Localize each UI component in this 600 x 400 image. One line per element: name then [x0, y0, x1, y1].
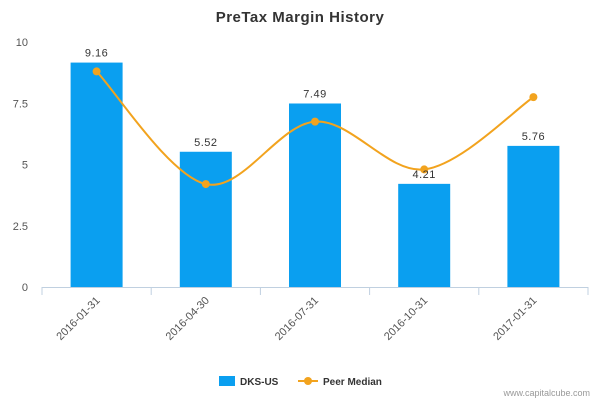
bar[interactable] [179, 151, 232, 287]
line-point[interactable] [201, 180, 210, 189]
data-label: 5.52 [194, 137, 217, 149]
data-label: 7.49 [303, 88, 326, 100]
legend: DKS-US Peer Median [219, 376, 382, 388]
legend-marker-peer-median [304, 377, 312, 385]
y-tick-label: 10 [16, 37, 28, 49]
bar[interactable] [398, 183, 451, 287]
data-label: 4.21 [412, 169, 435, 181]
x-axis: 2016-01-31 2016-04-30 2016-07-31 2016-10-31… [41, 287, 589, 343]
credit-text[interactable]: www.capitalcube.com [502, 388, 590, 398]
bar[interactable] [70, 62, 123, 287]
legend-label-dks-us[interactable]: DKS-US [240, 377, 279, 388]
legend-label-peer-median[interactable]: Peer Median [323, 377, 382, 388]
x-tick-label: 2016-07-31 [273, 295, 321, 343]
line-point[interactable] [311, 117, 319, 126]
y-tick-label: 5 [22, 160, 28, 172]
line-point[interactable] [92, 67, 101, 76]
bar[interactable] [289, 103, 341, 288]
bar[interactable] [507, 145, 560, 287]
y-axis: 0 2.5 5 7.5 10 [13, 37, 28, 294]
x-tick-label: 2016-04-30 [164, 295, 212, 343]
y-tick-label: 7.5 [13, 98, 28, 110]
line-series-peer-median [92, 67, 538, 189]
y-tick-label: 2.5 [13, 221, 28, 233]
legend-swatch-dks-us [219, 376, 235, 386]
line-point[interactable] [420, 165, 429, 174]
line-point[interactable] [529, 93, 538, 102]
data-labels: 9.16 5.52 7.49 4.21 5.76 [85, 48, 545, 181]
x-tick-label: 2016-01-31 [54, 295, 102, 343]
x-tick-label: 2016-10-31 [382, 295, 430, 343]
x-tick-label: 2017-01-31 [491, 295, 539, 343]
bar-series-dks-us [70, 62, 560, 288]
chart-title: PreTax Margin History [216, 9, 385, 26]
y-tick-label: 0 [22, 282, 28, 294]
data-label: 5.76 [522, 131, 545, 143]
data-label: 9.16 [85, 48, 108, 60]
